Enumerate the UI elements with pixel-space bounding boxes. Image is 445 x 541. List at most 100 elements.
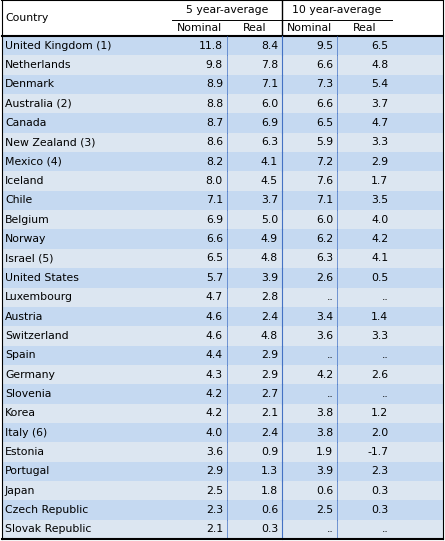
Bar [2,423,443,443]
Text: 7.8: 7.8 [261,60,278,70]
Bar [2,0,443,20]
Text: Real: Real [243,23,266,33]
Text: 2.9: 2.9 [261,370,278,380]
Bar [2,346,443,365]
Text: Portugal: Portugal [5,466,50,476]
Text: 6.6: 6.6 [206,234,223,244]
Text: 6.5: 6.5 [206,254,223,263]
Text: 4.2: 4.2 [206,408,223,418]
Text: 3.3: 3.3 [371,331,388,341]
Text: 4.7: 4.7 [371,118,388,128]
Text: Iceland: Iceland [5,176,44,186]
Text: 4.0: 4.0 [206,427,223,438]
Text: 8.7: 8.7 [206,118,223,128]
Text: New Zealand (3): New Zealand (3) [5,137,96,147]
Bar [2,171,443,191]
Bar [2,114,443,133]
Text: Nominal: Nominal [287,23,332,33]
Text: 3.3: 3.3 [371,137,388,147]
Text: 0.9: 0.9 [261,447,278,457]
Text: 3.5: 3.5 [371,195,388,206]
Text: 5 year-average: 5 year-average [186,5,268,15]
Text: 6.6: 6.6 [316,60,333,70]
Text: ..: .. [381,292,388,302]
Text: 4.6: 4.6 [206,331,223,341]
Text: 4.9: 4.9 [261,234,278,244]
Bar [2,191,443,210]
Text: Slovak Republic: Slovak Republic [5,524,91,535]
Bar [2,500,443,520]
Text: 4.1: 4.1 [371,254,388,263]
Text: Austria: Austria [5,312,43,321]
Text: 7.1: 7.1 [316,195,333,206]
Text: 0.6: 0.6 [261,505,278,515]
Text: ..: .. [327,524,333,535]
Text: Chile: Chile [5,195,32,206]
Text: Spain: Spain [5,350,36,360]
Text: 6.9: 6.9 [261,118,278,128]
Bar [2,307,443,326]
Bar [2,133,443,152]
Text: 6.2: 6.2 [316,234,333,244]
Text: 7.3: 7.3 [316,80,333,89]
Text: 2.1: 2.1 [261,408,278,418]
Text: 3.9: 3.9 [261,273,278,283]
Text: 4.1: 4.1 [261,157,278,167]
Text: Country: Country [5,13,48,23]
Text: 9.8: 9.8 [206,60,223,70]
Text: Germany: Germany [5,370,55,380]
Text: 8.4: 8.4 [261,41,278,51]
Text: 6.3: 6.3 [316,254,333,263]
Text: 1.9: 1.9 [316,447,333,457]
Text: 0.3: 0.3 [261,524,278,535]
Bar [2,210,443,229]
Text: 2.3: 2.3 [371,466,388,476]
Text: 4.8: 4.8 [371,60,388,70]
Text: 2.5: 2.5 [206,486,223,496]
Bar [2,443,443,461]
Text: 8.0: 8.0 [206,176,223,186]
Text: 8.6: 8.6 [206,137,223,147]
Text: 7.2: 7.2 [316,157,333,167]
Bar [2,404,443,423]
Text: 9.5: 9.5 [316,41,333,51]
Text: 4.5: 4.5 [261,176,278,186]
Text: 1.4: 1.4 [371,312,388,321]
Bar [2,94,443,114]
Text: ..: .. [327,350,333,360]
Text: 2.6: 2.6 [316,273,333,283]
Text: 2.7: 2.7 [261,389,278,399]
Text: Korea: Korea [5,408,36,418]
Text: 7.1: 7.1 [206,195,223,206]
Text: Slovenia: Slovenia [5,389,51,399]
Text: Norway: Norway [5,234,46,244]
Text: 0.3: 0.3 [371,505,388,515]
Text: 4.2: 4.2 [371,234,388,244]
Text: 3.6: 3.6 [316,331,333,341]
Text: 2.4: 2.4 [261,312,278,321]
Text: 2.6: 2.6 [371,370,388,380]
Bar [2,326,443,346]
Bar [2,152,443,171]
Text: 5.9: 5.9 [316,137,333,147]
Text: 2.1: 2.1 [206,524,223,535]
Text: 2.9: 2.9 [206,466,223,476]
Text: 10 year-average: 10 year-average [292,5,382,15]
Text: 11.8: 11.8 [199,41,223,51]
Text: 5.0: 5.0 [261,215,278,225]
Text: Real: Real [353,23,376,33]
Bar [2,75,443,94]
Text: 4.0: 4.0 [371,215,388,225]
Text: ..: .. [327,292,333,302]
Text: Denmark: Denmark [5,80,55,89]
Text: 4.6: 4.6 [206,312,223,321]
Bar [2,36,443,55]
Text: 3.9: 3.9 [316,466,333,476]
Text: 4.3: 4.3 [206,370,223,380]
Text: United Kingdom (1): United Kingdom (1) [5,41,112,51]
Text: 4.8: 4.8 [261,331,278,341]
Text: 6.6: 6.6 [316,98,333,109]
Text: Nominal: Nominal [177,23,222,33]
Text: 8.9: 8.9 [206,80,223,89]
Text: 6.0: 6.0 [316,215,333,225]
